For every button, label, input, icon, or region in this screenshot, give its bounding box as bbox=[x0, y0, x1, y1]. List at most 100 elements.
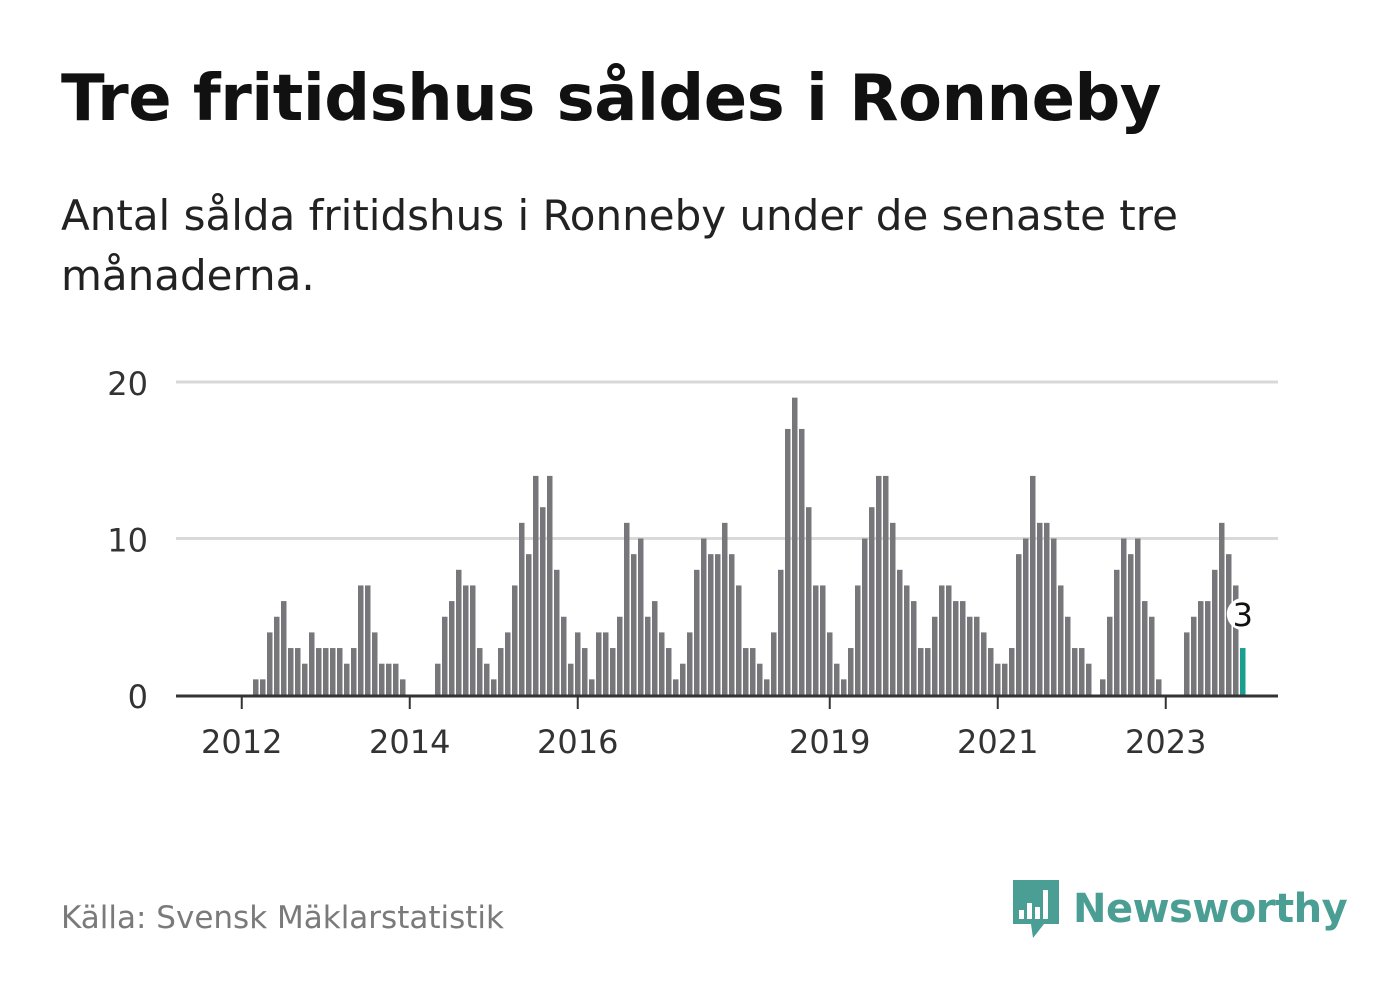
bar bbox=[281, 601, 287, 695]
x-tick-label: 2023 bbox=[1125, 723, 1206, 761]
bar bbox=[1023, 538, 1029, 695]
bar bbox=[806, 507, 812, 695]
bar bbox=[897, 569, 903, 695]
bar bbox=[813, 585, 819, 695]
bar bbox=[372, 632, 378, 695]
y-tick-label: 20 bbox=[107, 365, 148, 403]
bar bbox=[288, 648, 294, 695]
bar bbox=[470, 585, 476, 695]
bar bbox=[701, 538, 707, 695]
x-tick-label: 2021 bbox=[957, 723, 1038, 761]
x-axis-ticks: 2012 2014 2016 2019 2021 2023 bbox=[201, 697, 1206, 761]
bar bbox=[645, 616, 651, 695]
bar bbox=[540, 507, 546, 695]
bar bbox=[554, 569, 560, 695]
bar bbox=[295, 648, 301, 695]
bar bbox=[260, 679, 266, 695]
bar bbox=[883, 475, 889, 695]
bar bbox=[400, 679, 406, 695]
newsworthy-logo: Newsworthy bbox=[1011, 878, 1348, 940]
bar bbox=[351, 648, 357, 695]
bar bbox=[1114, 569, 1120, 695]
bar bbox=[652, 601, 658, 695]
bar bbox=[631, 554, 637, 695]
bar bbox=[841, 679, 847, 695]
chart-subtitle: Antal sålda fritidshus i Ronneby under d… bbox=[61, 191, 1178, 300]
bar bbox=[960, 601, 966, 695]
bar bbox=[855, 585, 861, 695]
bar bbox=[617, 616, 623, 695]
x-tick-label: 2014 bbox=[369, 723, 450, 761]
bar bbox=[890, 522, 896, 695]
bar bbox=[442, 616, 448, 695]
bar bbox=[981, 632, 987, 695]
bar bbox=[638, 538, 644, 695]
bar bbox=[918, 648, 924, 695]
data-label-last: 3 bbox=[1233, 596, 1253, 634]
bar bbox=[449, 601, 455, 695]
bar bbox=[323, 648, 329, 695]
bar bbox=[1233, 585, 1239, 695]
bar bbox=[1156, 679, 1162, 695]
chart-title: Tre fritidshus såldes i Ronneby bbox=[61, 62, 1162, 136]
bar bbox=[463, 585, 469, 695]
bar bbox=[1135, 538, 1141, 695]
bar bbox=[848, 648, 854, 695]
bar bbox=[610, 648, 616, 695]
brand-name: Newsworthy bbox=[1073, 886, 1348, 932]
bar bbox=[526, 554, 532, 695]
bar bbox=[799, 428, 805, 695]
bar bbox=[1072, 648, 1078, 695]
bar-chart: 0 10 20 2012 2014 2016 2019 2021 2023 3 bbox=[107, 365, 1278, 761]
x-tick-label: 2016 bbox=[537, 723, 618, 761]
bar bbox=[722, 522, 728, 695]
bar bbox=[624, 522, 630, 695]
bar bbox=[834, 663, 840, 695]
bar bbox=[1086, 663, 1092, 695]
bar bbox=[274, 616, 280, 695]
bar bbox=[589, 679, 595, 695]
bar bbox=[1016, 554, 1022, 695]
bar bbox=[953, 601, 959, 695]
x-tick-label: 2019 bbox=[789, 723, 870, 761]
gridlines bbox=[176, 380, 1278, 540]
bar bbox=[477, 648, 483, 695]
bar bbox=[680, 663, 686, 695]
bar bbox=[974, 616, 980, 695]
bar bbox=[1065, 616, 1071, 695]
bar bbox=[1226, 554, 1232, 695]
source-note: Källa: Svensk Mäklarstatistik bbox=[61, 900, 504, 936]
bar bbox=[1002, 663, 1008, 695]
bar bbox=[967, 616, 973, 695]
bar bbox=[344, 663, 350, 695]
bar bbox=[1051, 538, 1057, 695]
bar bbox=[330, 648, 336, 695]
bar bbox=[995, 663, 1001, 695]
bar bbox=[575, 632, 581, 695]
bar bbox=[792, 397, 798, 695]
bar bbox=[316, 648, 322, 695]
bar bbox=[764, 679, 770, 695]
bar bbox=[694, 569, 700, 695]
bar bbox=[904, 585, 910, 695]
bar bbox=[1058, 585, 1064, 695]
bar bbox=[1184, 632, 1190, 695]
data-label-halo bbox=[1226, 598, 1259, 631]
bar bbox=[386, 663, 392, 695]
bar bbox=[687, 632, 693, 695]
bar bbox=[1009, 648, 1015, 695]
bar bbox=[932, 616, 938, 695]
bar bbox=[309, 632, 315, 695]
y-tick-label: 10 bbox=[107, 522, 148, 560]
bar bbox=[1240, 648, 1246, 695]
bar bbox=[302, 663, 308, 695]
bar bbox=[547, 475, 553, 695]
bar bbox=[393, 663, 399, 695]
bar bbox=[491, 679, 497, 695]
bar bbox=[869, 507, 875, 695]
bar bbox=[785, 428, 791, 695]
bar bbox=[925, 648, 931, 695]
bar bbox=[1212, 569, 1218, 695]
bar bbox=[736, 585, 742, 695]
bar bbox=[1219, 522, 1225, 695]
